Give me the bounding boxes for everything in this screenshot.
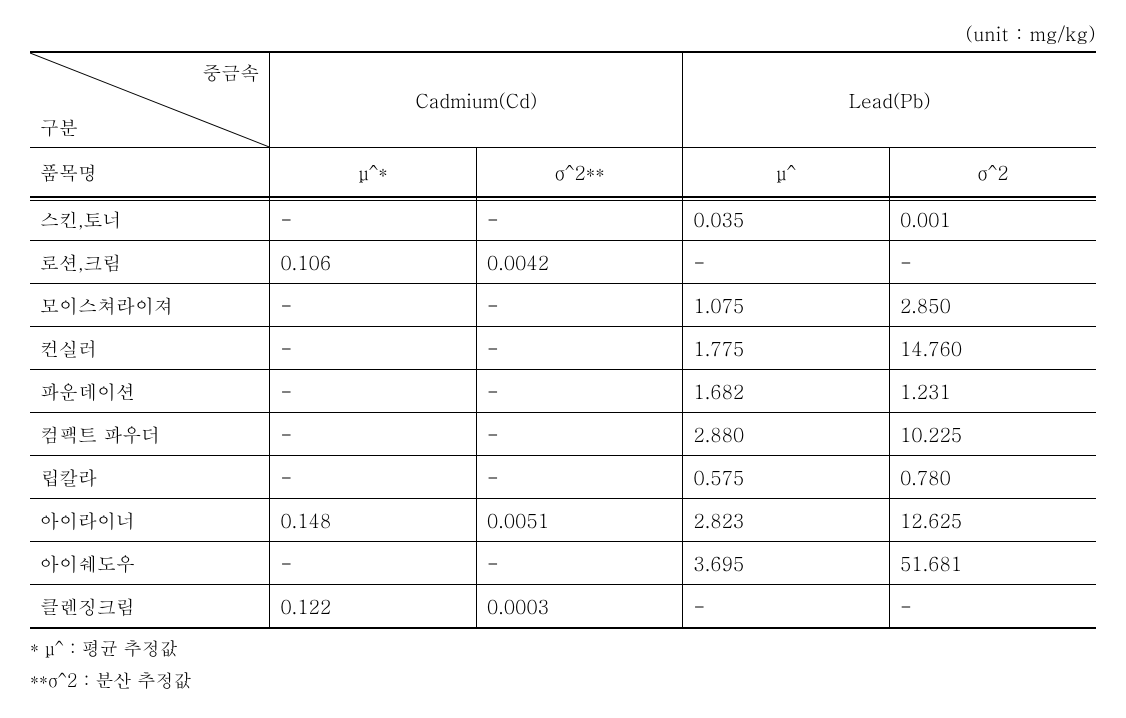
cell-pb-s2: 0.780 [889, 456, 1096, 499]
column-pb-sigma2: σ^2 [889, 148, 1096, 198]
footnotes: * μ^ : 평균 추정값 **σ^2 : 분산 추정값 [30, 633, 1096, 698]
cell-name: 아이라이너 [30, 499, 270, 542]
cell-name: 로션,크림 [30, 241, 270, 284]
header-diag-top: 중금속 [202, 59, 259, 86]
table-row: 아이라이너 0.148 0.0051 2.823 12.625 [30, 499, 1096, 542]
table-row: 클렌징크림 0.122 0.0003 - - [30, 585, 1096, 629]
cell-pb-s2: 10.225 [889, 413, 1096, 456]
cell-pb-mu: 1.682 [683, 370, 890, 413]
cell-pb-mu: 2.823 [683, 499, 890, 542]
cell-cd-s2: - [476, 413, 683, 456]
table-row: 스킨,토너 - - 0.035 0.001 [30, 197, 1096, 241]
footnote-mu: * μ^ : 평균 추정값 [30, 633, 1096, 665]
cell-cd-s2: - [476, 327, 683, 370]
table-body: 스킨,토너 - - 0.035 0.001 로션,크림 0.106 0.0042… [30, 197, 1096, 628]
cell-pb-mu: 1.775 [683, 327, 890, 370]
table-row: 파운데이션 - - 1.682 1.231 [30, 370, 1096, 413]
unit-label: (unit : mg/kg) [30, 20, 1096, 47]
cell-name: 립칼라 [30, 456, 270, 499]
cell-pb-mu: - [683, 585, 890, 629]
cell-pb-mu: - [683, 241, 890, 284]
cell-name: 스킨,토너 [30, 197, 270, 241]
table-row: 아이쉐도우 - - 3.695 51.681 [30, 542, 1096, 585]
cell-name: 아이쉐도우 [30, 542, 270, 585]
cell-pb-s2: - [889, 585, 1096, 629]
table-row: 컨실러 - - 1.775 14.760 [30, 327, 1096, 370]
table-row: 로션,크림 0.106 0.0042 - - [30, 241, 1096, 284]
cell-pb-s2: 1.231 [889, 370, 1096, 413]
cell-cd-mu: - [270, 456, 477, 499]
cell-pb-mu: 3.695 [683, 542, 890, 585]
column-pb-mu: μ^ [683, 148, 890, 198]
table-row: 립칼라 - - 0.575 0.780 [30, 456, 1096, 499]
cell-name: 모이스쳐라이져 [30, 284, 270, 327]
cell-pb-mu: 0.575 [683, 456, 890, 499]
cell-cd-mu: 0.122 [270, 585, 477, 629]
data-table: 중금속 구분 Cadmium(Cd) Lead(Pb) 품목명 μ^* σ^2*… [30, 51, 1096, 629]
header-diagonal-cell: 중금속 구분 [30, 52, 270, 148]
cell-cd-s2: 0.0042 [476, 241, 683, 284]
cell-cd-mu: - [270, 542, 477, 585]
cell-pb-mu: 0.035 [683, 197, 890, 241]
cell-cd-s2: - [476, 370, 683, 413]
cell-pb-mu: 1.075 [683, 284, 890, 327]
footnote-sigma: **σ^2 : 분산 추정값 [30, 665, 1096, 697]
cell-name: 클렌징크림 [30, 585, 270, 629]
cell-cd-s2: - [476, 197, 683, 241]
cell-cd-s2: - [476, 456, 683, 499]
cell-pb-s2: - [889, 241, 1096, 284]
cell-cd-mu: - [270, 197, 477, 241]
column-cd-sigma2: σ^2** [476, 148, 683, 198]
table-row: 모이스쳐라이져 - - 1.075 2.850 [30, 284, 1096, 327]
column-group-lead: Lead(Pb) [683, 52, 1096, 148]
cell-cd-mu: 0.148 [270, 499, 477, 542]
cell-pb-s2: 0.001 [889, 197, 1096, 241]
cell-pb-s2: 2.850 [889, 284, 1096, 327]
cell-pb-s2: 51.681 [889, 542, 1096, 585]
column-group-cadmium: Cadmium(Cd) [270, 52, 683, 148]
cell-name: 컴팩트 파우더 [30, 413, 270, 456]
cell-cd-mu: 0.106 [270, 241, 477, 284]
table-row: 컴팩트 파우더 - - 2.880 10.225 [30, 413, 1096, 456]
cell-name: 파운데이션 [30, 370, 270, 413]
cell-cd-s2: - [476, 284, 683, 327]
cell-cd-s2: 0.0051 [476, 499, 683, 542]
cell-pb-s2: 12.625 [889, 499, 1096, 542]
cell-cd-mu: - [270, 413, 477, 456]
cell-pb-s2: 14.760 [889, 327, 1096, 370]
cell-cd-s2: 0.0003 [476, 585, 683, 629]
row-label-header: 품목명 [30, 148, 270, 198]
column-cd-mu: μ^* [270, 148, 477, 198]
cell-pb-mu: 2.880 [683, 413, 890, 456]
cell-cd-mu: - [270, 327, 477, 370]
header-diag-bottom: 구분 [40, 114, 78, 141]
cell-cd-s2: - [476, 542, 683, 585]
cell-cd-mu: - [270, 370, 477, 413]
cell-cd-mu: - [270, 284, 477, 327]
cell-name: 컨실러 [30, 327, 270, 370]
